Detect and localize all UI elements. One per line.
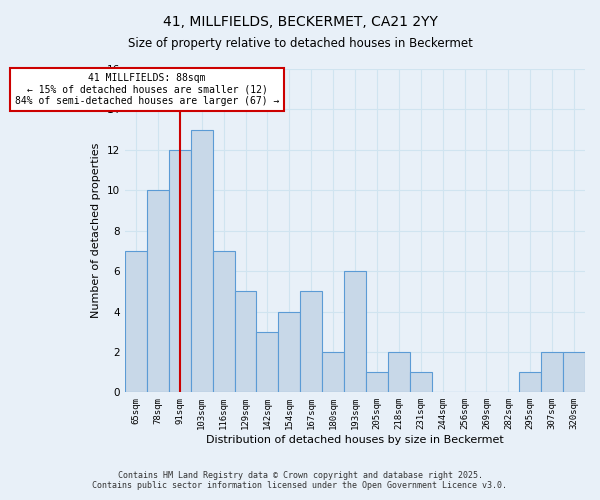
Bar (256, 332, 278, 392)
Y-axis label: Number of detached properties: Number of detached properties (91, 143, 101, 318)
Text: 41, MILLFIELDS, BECKERMET, CA21 2YY: 41, MILLFIELDS, BECKERMET, CA21 2YY (163, 15, 437, 29)
Bar (191, 130, 212, 392)
Bar (322, 352, 344, 393)
Bar (344, 271, 366, 392)
Bar (278, 312, 300, 392)
Text: Size of property relative to detached houses in Beckermet: Size of property relative to detached ho… (128, 38, 472, 51)
Text: Contains HM Land Registry data © Crown copyright and database right 2025.
Contai: Contains HM Land Registry data © Crown c… (92, 470, 508, 490)
Text: 41 MILLFIELDS: 88sqm
← 15% of detached houses are smaller (12)
84% of semi-detac: 41 MILLFIELDS: 88sqm ← 15% of detached h… (15, 73, 279, 106)
Bar (541, 352, 563, 393)
Bar (125, 251, 147, 392)
Bar (212, 251, 235, 392)
Bar (300, 292, 322, 392)
Bar (563, 352, 585, 393)
Bar (147, 190, 169, 392)
Bar (169, 150, 191, 392)
Bar (366, 372, 388, 392)
X-axis label: Distribution of detached houses by size in Beckermet: Distribution of detached houses by size … (206, 435, 504, 445)
Bar (235, 292, 256, 392)
Bar (519, 372, 541, 392)
Bar (388, 352, 410, 393)
Bar (410, 372, 431, 392)
